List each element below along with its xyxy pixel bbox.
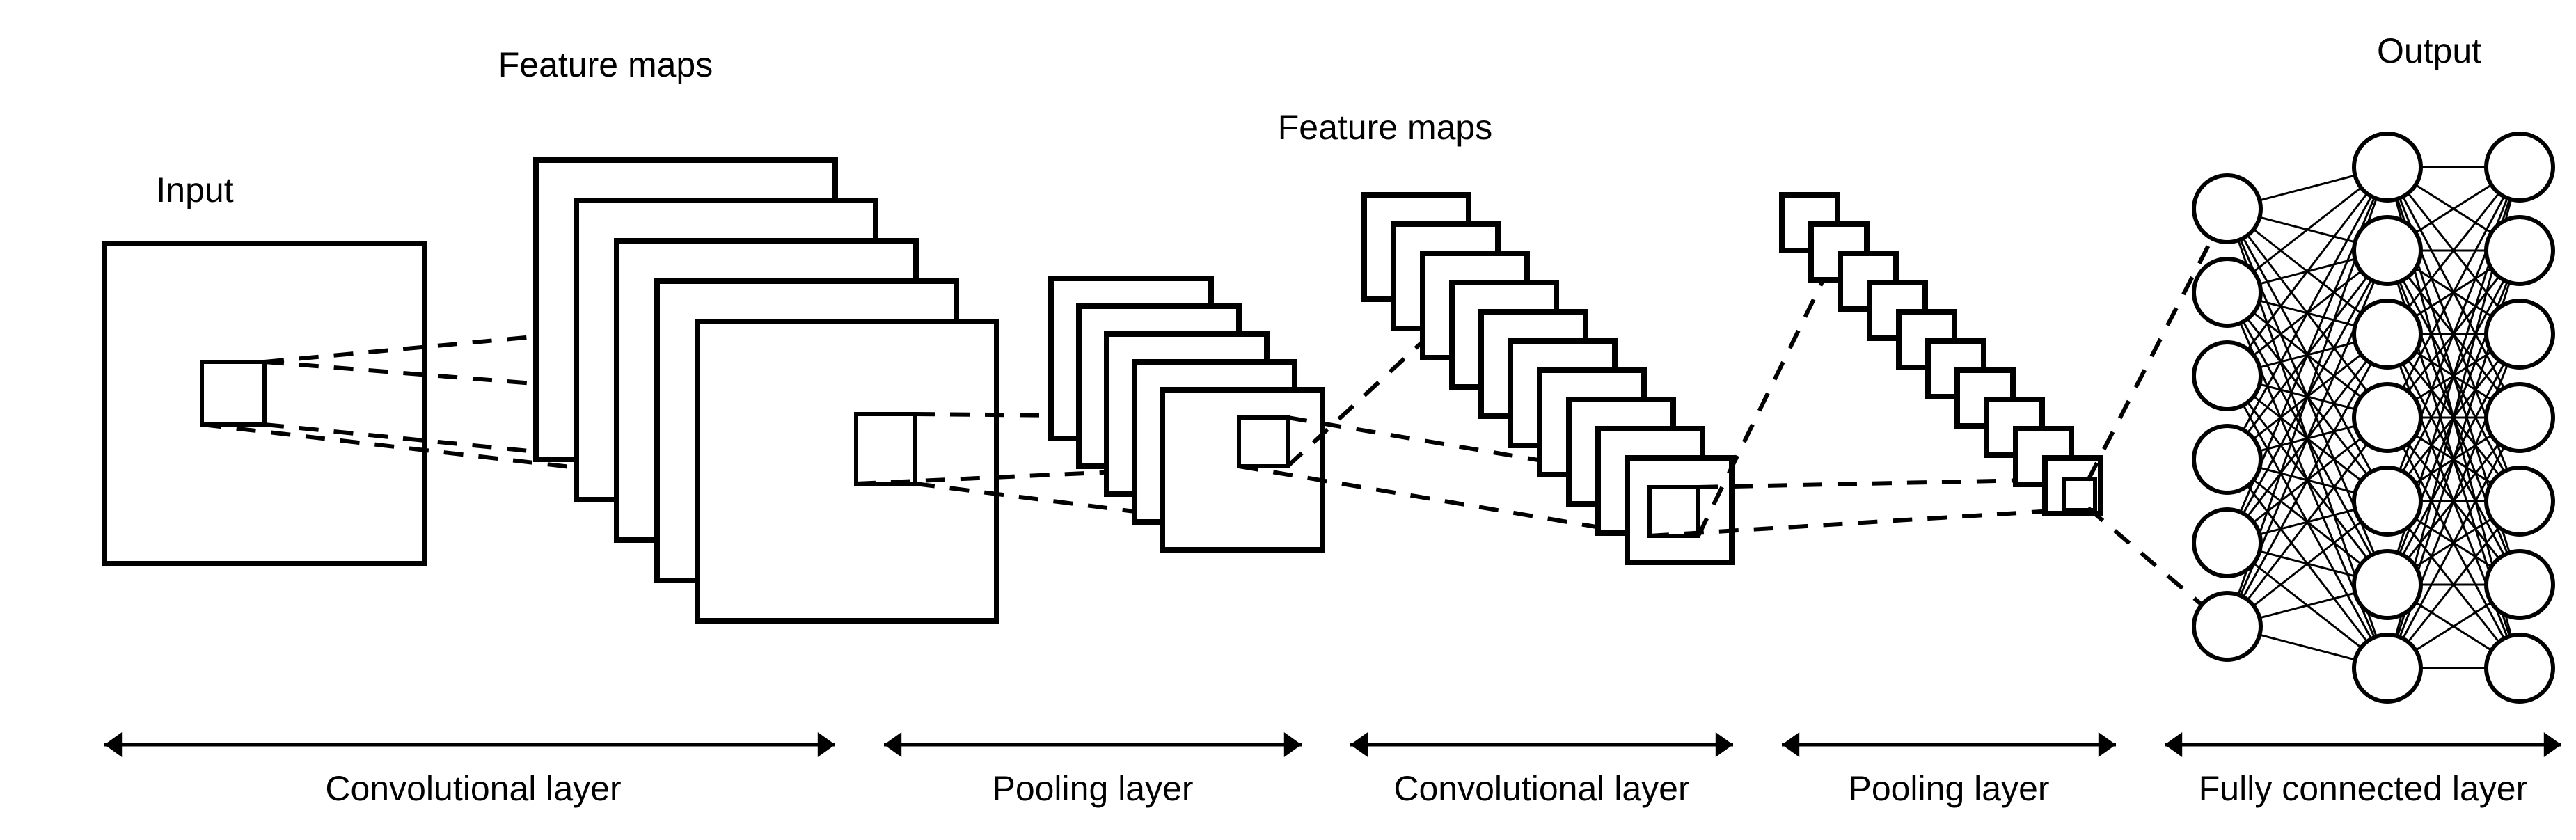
- neuron: [2354, 468, 2421, 534]
- layer-label: Convolutional layer: [1393, 769, 1689, 808]
- neuron: [2486, 468, 2553, 534]
- neuron: [2486, 635, 2553, 702]
- neuron: [2486, 384, 2553, 451]
- neuron: [2194, 509, 2261, 576]
- neuron: [2354, 217, 2421, 284]
- label-fmaps2: Feature maps: [1278, 108, 1492, 147]
- neuron: [2194, 342, 2261, 409]
- neuron: [2354, 635, 2421, 702]
- layer-label: Pooling layer: [992, 769, 1193, 808]
- neuron: [2194, 259, 2261, 326]
- layer-label: Pooling layer: [1848, 769, 2049, 808]
- neuron: [2486, 217, 2553, 284]
- layer-label: Fully connected layer: [2199, 769, 2527, 808]
- neuron: [2354, 134, 2421, 200]
- neuron: [2354, 301, 2421, 367]
- label-output: Output: [2377, 31, 2481, 70]
- neuron: [2194, 175, 2261, 242]
- neuron: [2194, 426, 2261, 493]
- input-block: [104, 244, 425, 564]
- cnn-architecture-diagram: Input Feature maps Feature maps Output Convo…: [0, 0, 2576, 840]
- neuron: [2486, 134, 2553, 200]
- label-fmaps1: Feature maps: [498, 45, 713, 84]
- neuron: [2194, 593, 2261, 660]
- neuron: [2354, 551, 2421, 618]
- neuron: [2354, 384, 2421, 451]
- neuron: [2486, 551, 2553, 618]
- neuron: [2486, 301, 2553, 367]
- layer-label: Convolutional layer: [325, 769, 621, 808]
- label-input: Input: [156, 171, 233, 209]
